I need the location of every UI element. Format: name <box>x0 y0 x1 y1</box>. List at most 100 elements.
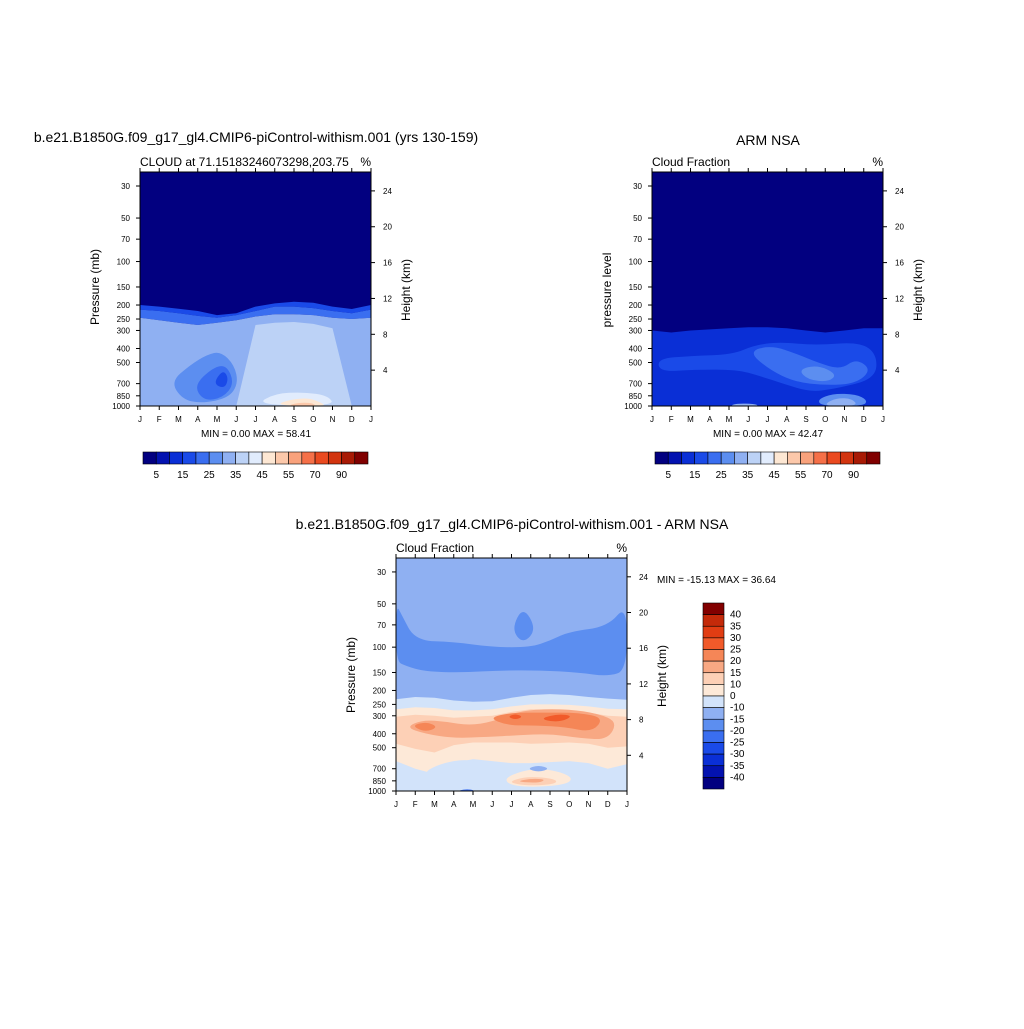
height-tick-label: 16 <box>639 644 648 653</box>
colorbar-swatch <box>720 451 735 465</box>
y-tick-label: 30 <box>377 568 386 577</box>
colorbar-swatch <box>702 660 725 674</box>
panel-diff-plot: J F M A M J J A S O N D J 30 50 70 100 150 200 250 300 400 500… <box>368 554 648 809</box>
y-tick-label: 500 <box>629 359 643 368</box>
colorbar-label: 5 <box>153 470 159 481</box>
colorbar-swatch <box>702 695 725 708</box>
height-tick-label: 8 <box>383 330 388 339</box>
y-tick-label: 500 <box>373 744 387 753</box>
colorbar-label: -35 <box>730 761 745 772</box>
y-tick-label: 200 <box>629 301 643 310</box>
panel-diff-subtitle: Cloud Fraction <box>396 541 474 555</box>
y-tick-label: 700 <box>117 380 131 389</box>
y-tick-label: 30 <box>633 182 642 191</box>
x-tick-label: F <box>157 415 162 424</box>
height-tick-label: 24 <box>639 573 648 582</box>
colorbar-label: 35 <box>730 621 742 632</box>
y-tick-label: 1000 <box>624 402 642 411</box>
contour-region <box>519 778 544 783</box>
y-tick-label: 100 <box>373 643 387 652</box>
colorbar-label: -15 <box>730 714 745 725</box>
colorbar-swatch <box>702 730 725 743</box>
height-tick-label: 20 <box>895 223 904 232</box>
colorbar-swatch <box>235 451 250 465</box>
height-tick-label: 12 <box>383 294 392 303</box>
colorbar-swatch <box>702 684 725 697</box>
colorbar-label: 10 <box>730 679 742 690</box>
y-tick-label: 400 <box>117 345 131 354</box>
x-tick-label: M <box>175 415 182 424</box>
colorbar-swatch <box>813 451 828 465</box>
y-tick-label: 300 <box>629 326 643 335</box>
colorbar-swatch <box>702 625 725 639</box>
y-tick-label: 300 <box>373 712 387 721</box>
y-tick-label: 400 <box>373 730 387 739</box>
x-tick-label: N <box>586 800 592 809</box>
y-tick-label: 250 <box>629 315 643 324</box>
y-tick-label: 70 <box>121 235 130 244</box>
x-tick-label: A <box>195 415 201 424</box>
colorbar-swatch <box>702 718 725 732</box>
contour-region <box>396 608 627 676</box>
y-tick-label: 70 <box>377 621 386 630</box>
colorbar-swatch <box>354 451 369 465</box>
colorbar-swatch <box>707 451 722 465</box>
colorbar-swatch <box>169 451 184 465</box>
contour-region <box>140 306 371 325</box>
contour-region <box>425 760 490 788</box>
colorbar-swatch <box>839 451 854 465</box>
contour-region <box>753 347 868 385</box>
colorbar-label: 15 <box>177 470 189 481</box>
colorbar-label: 45 <box>769 470 781 481</box>
y-tick-label: 300 <box>117 326 131 335</box>
colorbar-label: 55 <box>283 470 295 481</box>
panel-model-ylabel-right: Height (km) <box>399 259 413 321</box>
panel-obs-plot: J F M A M J J A S O N D J 30 50 70 100 150 200 250 300 400 500… <box>624 168 904 424</box>
colorbar-label: -10 <box>730 703 745 714</box>
height-tick-label: 20 <box>383 223 392 232</box>
colorbar-model: 5 15 25 35 45 55 70 90 <box>142 451 369 481</box>
colorbar-label: 20 <box>730 656 742 667</box>
colorbar-swatch <box>327 451 342 465</box>
contour-field <box>396 558 627 791</box>
colorbar-swatch <box>853 451 868 465</box>
colorbar-label: 25 <box>730 645 742 656</box>
colorbar-swatch <box>654 451 669 465</box>
height-tick-label: 4 <box>383 366 388 375</box>
x-tick-label: O <box>566 800 572 809</box>
panel-diff-ylabel-left: Pressure (mb) <box>344 637 358 713</box>
colorbar-swatch <box>667 451 682 465</box>
x-tick-label: S <box>547 800 552 809</box>
contour-region <box>529 765 548 772</box>
x-tick-label: J <box>510 800 514 809</box>
y-tick-label: 200 <box>373 686 387 695</box>
x-tick-label: F <box>669 415 674 424</box>
x-tick-label: J <box>138 415 142 424</box>
colorbar-swatch <box>866 451 881 465</box>
colorbar-label: 45 <box>257 470 269 481</box>
contour-field <box>652 172 883 406</box>
panel-obs-title: ARM NSA <box>736 132 800 148</box>
colorbar-swatch <box>702 672 725 685</box>
colorbar-label: -40 <box>730 772 745 783</box>
x-tick-label: N <box>330 415 336 424</box>
x-tick-label: A <box>784 415 790 424</box>
colorbar-label: 30 <box>730 633 742 644</box>
colorbar-swatch <box>341 451 356 465</box>
y-tick-label: 50 <box>121 214 130 223</box>
y-tick-label: 500 <box>117 359 131 368</box>
y-tick-label: 100 <box>629 258 643 267</box>
y-tick-label: 700 <box>629 380 643 389</box>
contour-field <box>140 172 371 406</box>
panel-diff-title: b.e21.B1850G.f09_g17_gl4.CMIP6-piControl… <box>296 516 729 532</box>
x-tick-label: D <box>349 415 355 424</box>
colorbar-swatch <box>787 451 801 465</box>
contour-region <box>543 714 570 722</box>
colorbar-swatch <box>222 451 236 465</box>
panel-model-title: b.e21.B1850G.f09_g17_gl4.CMIP6-piControl… <box>34 129 478 145</box>
panel-obs-units: % <box>872 155 883 169</box>
panel-obs-ylabel-left: pressure level <box>600 253 614 328</box>
colorbar-label: 70 <box>309 470 321 481</box>
